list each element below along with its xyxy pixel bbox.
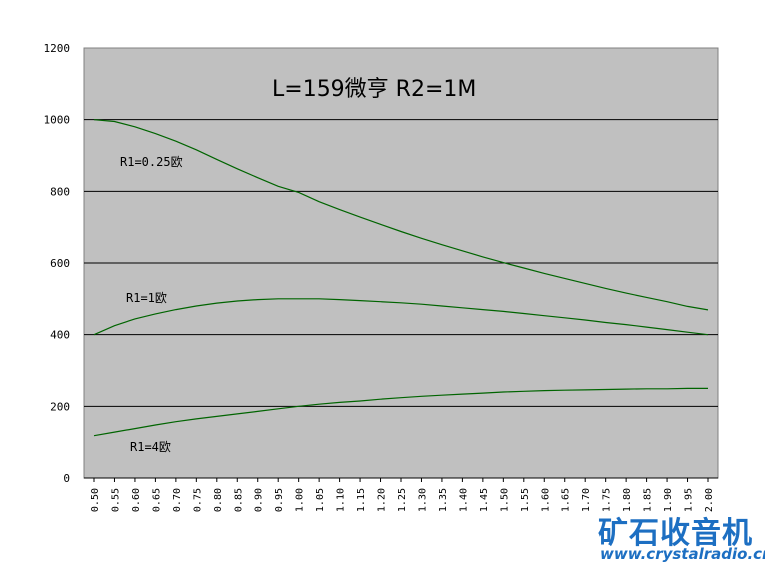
series-annotation-r1-4: R1=4欧 — [130, 440, 171, 454]
y-tick-label: 1000 — [44, 114, 71, 127]
y-axis-ticks: 0 200 400 600 800 1000 1200 — [44, 42, 71, 485]
x-tick-label: 1.95 — [684, 488, 695, 512]
x-tick-label: 1.55 — [520, 488, 531, 512]
x-tick-label: 1.30 — [417, 488, 428, 512]
series-annotation-r1-025: R1=0.25欧 — [120, 155, 183, 169]
x-tick-label: 0.60 — [131, 488, 142, 512]
x-tick-label: 0.50 — [90, 488, 101, 512]
watermark-url: www.crystalradio.cn — [600, 545, 765, 563]
x-tick-label: 1.70 — [581, 488, 592, 512]
x-tick-label: 1.05 — [315, 488, 326, 512]
x-tick-label: 1.00 — [295, 488, 306, 512]
x-tick-label: 2.00 — [704, 488, 715, 512]
x-tick-label: 1.25 — [397, 488, 408, 512]
x-tick-label: 1.50 — [499, 488, 510, 512]
chart-title: L=159微亨 R2=1M — [272, 77, 476, 102]
x-tick-label: 1.40 — [458, 488, 469, 512]
x-tick-label: 1.60 — [540, 488, 551, 512]
x-tick-label: 1.45 — [479, 488, 490, 512]
y-tick-label: 400 — [50, 329, 70, 342]
x-axis-ticks: 0.50 0.55 0.60 0.65 0.70 0.75 0.80 0.85 0.90 0.95… — [90, 478, 715, 512]
y-tick-label: 800 — [50, 185, 70, 198]
x-tick-label: 1.20 — [377, 488, 388, 512]
x-tick-label: 1.15 — [356, 488, 367, 512]
series-lines — [93, 119, 709, 437]
y-tick-label: 600 — [50, 257, 70, 270]
x-tick-label: 0.55 — [110, 488, 121, 512]
x-tick-label: 0.65 — [151, 488, 162, 512]
x-tick-label: 1.35 — [438, 488, 449, 512]
x-tick-label: 1.75 — [602, 488, 613, 512]
y-tick-label: 0 — [63, 472, 70, 485]
y-tick-label: 200 — [50, 400, 70, 413]
x-tick-label: 0.70 — [172, 488, 183, 512]
y-tick-label: 1200 — [44, 42, 71, 55]
x-tick-label: 1.90 — [663, 488, 674, 512]
series-line-0 — [93, 119, 709, 311]
x-tick-label: 0.75 — [192, 488, 203, 512]
x-tick-label: 0.85 — [233, 488, 244, 512]
series-line-2 — [93, 387, 708, 437]
x-tick-label: 1.65 — [561, 488, 572, 512]
series-line-1 — [93, 298, 709, 336]
x-tick-label: 0.90 — [254, 488, 265, 512]
x-tick-label: 0.95 — [274, 488, 285, 512]
x-tick-label: 1.10 — [336, 488, 347, 512]
series-annotation-r1-1: R1=1欧 — [126, 291, 167, 305]
x-tick-label: 1.85 — [643, 488, 654, 512]
x-tick-label: 1.80 — [622, 488, 633, 512]
x-tick-label: 0.80 — [213, 488, 224, 512]
watermark-logo: 矿石收音机 — [598, 516, 753, 551]
